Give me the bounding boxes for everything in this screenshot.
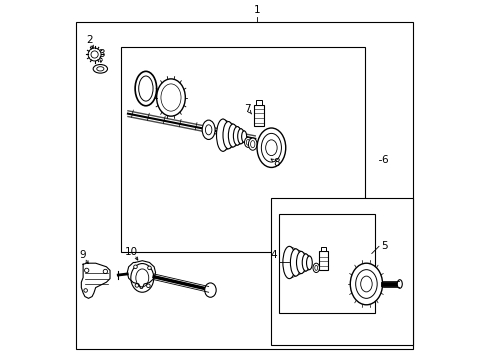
Ellipse shape: [257, 128, 285, 167]
Ellipse shape: [93, 64, 107, 73]
Ellipse shape: [302, 254, 309, 271]
Ellipse shape: [156, 79, 185, 116]
Ellipse shape: [290, 249, 301, 276]
Bar: [271, 198, 412, 345]
Ellipse shape: [296, 251, 305, 274]
Ellipse shape: [216, 119, 229, 151]
Text: 5: 5: [380, 241, 386, 251]
Ellipse shape: [146, 284, 150, 288]
Text: 8: 8: [273, 158, 280, 168]
Text: 4: 4: [269, 250, 276, 260]
Ellipse shape: [233, 127, 241, 145]
Ellipse shape: [314, 265, 317, 270]
Ellipse shape: [88, 48, 101, 61]
Ellipse shape: [97, 67, 104, 71]
Ellipse shape: [396, 280, 402, 288]
Ellipse shape: [164, 89, 177, 107]
Ellipse shape: [135, 71, 156, 106]
Bar: [253, 105, 264, 126]
Ellipse shape: [228, 124, 237, 147]
Ellipse shape: [103, 269, 107, 274]
Ellipse shape: [244, 137, 251, 147]
Ellipse shape: [83, 289, 87, 292]
Polygon shape: [127, 261, 155, 288]
Ellipse shape: [241, 131, 246, 142]
Bar: [319, 251, 327, 270]
Text: 1: 1: [253, 5, 260, 15]
Ellipse shape: [261, 134, 281, 162]
Ellipse shape: [248, 138, 257, 150]
Ellipse shape: [205, 125, 211, 135]
Bar: [121, 47, 364, 252]
Text: 6: 6: [381, 155, 387, 165]
Text: 9: 9: [79, 250, 85, 260]
Ellipse shape: [135, 284, 139, 287]
Text: 10: 10: [125, 247, 138, 257]
Ellipse shape: [161, 84, 181, 111]
Ellipse shape: [202, 120, 215, 139]
Text: 3: 3: [98, 49, 105, 59]
Ellipse shape: [147, 266, 151, 270]
Ellipse shape: [265, 140, 277, 156]
Ellipse shape: [246, 139, 249, 145]
Ellipse shape: [306, 256, 312, 270]
Ellipse shape: [282, 246, 295, 279]
Ellipse shape: [91, 51, 98, 58]
Bar: [320, 247, 325, 251]
Text: 7: 7: [244, 104, 250, 114]
Ellipse shape: [250, 140, 254, 148]
Ellipse shape: [223, 122, 233, 149]
Ellipse shape: [360, 276, 371, 292]
Ellipse shape: [349, 263, 382, 305]
Bar: [278, 214, 375, 313]
Ellipse shape: [204, 283, 216, 297]
Ellipse shape: [139, 76, 153, 101]
Ellipse shape: [312, 263, 319, 273]
Bar: [255, 100, 261, 105]
Text: 2: 2: [86, 35, 93, 45]
Ellipse shape: [237, 129, 244, 144]
Ellipse shape: [133, 265, 137, 269]
Ellipse shape: [131, 264, 153, 292]
Ellipse shape: [136, 269, 148, 287]
Ellipse shape: [355, 270, 376, 298]
Polygon shape: [81, 263, 110, 298]
Ellipse shape: [84, 268, 89, 273]
